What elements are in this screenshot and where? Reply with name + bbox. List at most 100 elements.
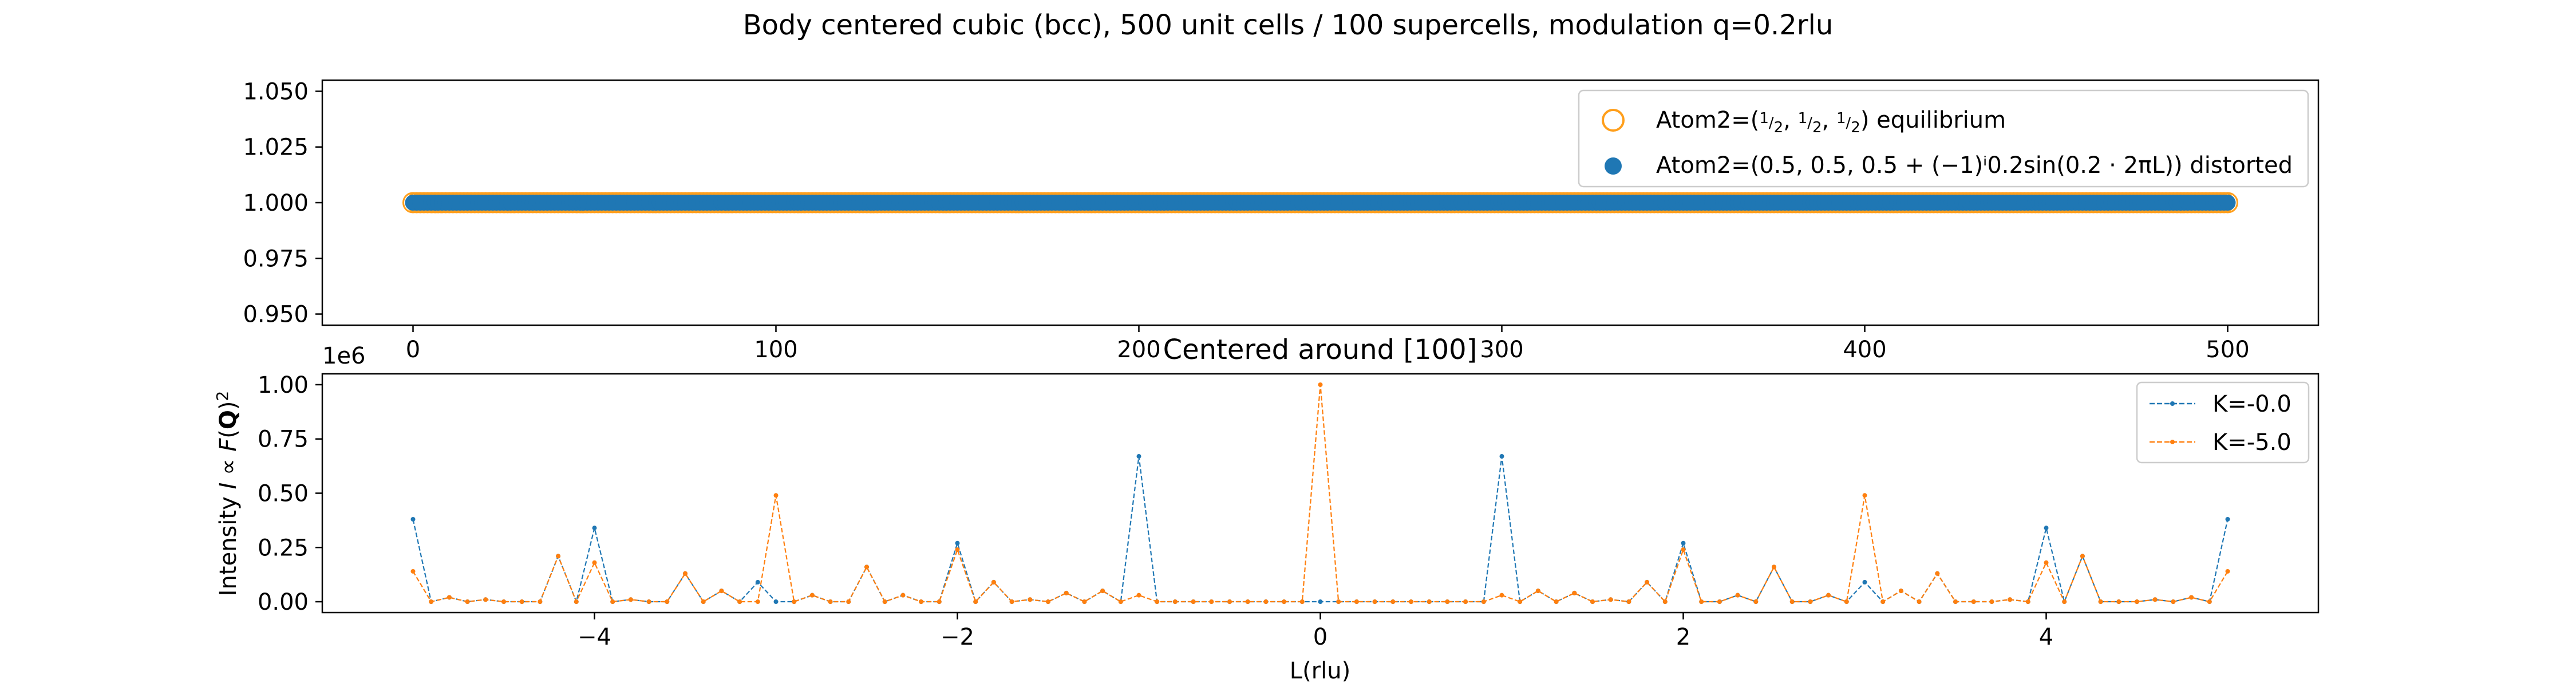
top-x-tick-label: 300	[1480, 337, 1523, 363]
series-point-k5	[1808, 599, 1813, 605]
legend-label-equilibrium: Atom2=(1/2, 1/2, 1/2) equilibrium	[1656, 107, 2006, 136]
series-point-k5	[2044, 560, 2049, 565]
series-point-k5	[1245, 599, 1250, 605]
series-point-k5	[429, 599, 434, 605]
series-point-k5	[501, 599, 506, 605]
series-point-k0	[1681, 540, 1686, 546]
series-point-k5	[1427, 599, 1432, 605]
series-point-k5	[556, 554, 561, 559]
series-point-k5	[1699, 599, 1704, 605]
series-point-k5	[1372, 599, 1377, 605]
series-point-k5	[2062, 599, 2067, 605]
top-panel-frame	[321, 79, 2320, 326]
series-point-k5	[1753, 599, 1759, 605]
series-point-k5	[1554, 599, 1559, 605]
y-axis-label: Intensity I ∝ F(Q)2	[213, 391, 242, 597]
top-y-tick-label: 0.950	[243, 302, 309, 328]
bottom-x-tick-label: 4	[2039, 624, 2053, 650]
series-point-k5	[2171, 599, 2176, 605]
series-point-k5	[1263, 599, 1269, 605]
series-point-k5	[410, 568, 416, 574]
series-point-k5	[1572, 590, 1577, 595]
series-point-k5	[2189, 595, 2194, 600]
bottom-legend: K=-0.0 K=-5.0	[2136, 381, 2310, 464]
series-point-k5	[1989, 599, 1994, 605]
series-point-k5	[2008, 597, 2013, 602]
series-point-k5	[792, 599, 797, 605]
series-point-k5	[1155, 599, 1160, 605]
series-point-k0	[773, 599, 779, 605]
series-point-k5	[1717, 599, 1722, 605]
series-point-k5	[465, 599, 470, 605]
series-point-k5	[2116, 599, 2121, 605]
series-point-k5	[991, 579, 996, 585]
series-point-k5	[755, 599, 760, 605]
series-point-k5	[610, 599, 615, 605]
series-point-k5	[864, 564, 869, 570]
bottom-line-panel: −4 −2 0 2 4 0.00 0.25 0.50 0.75 1.00 Centered aro…	[213, 334, 2320, 684]
series-point-k5	[828, 599, 833, 605]
series-point-k5	[1463, 599, 1468, 605]
legend-label-distorted: Atom2=(0.5, 0.5, 0.5 + (−1)ⁱ0.2sin(0.2 ·…	[1656, 152, 2293, 179]
series-point-k5	[1645, 579, 1650, 585]
legend-marker-k5	[2170, 440, 2175, 444]
series-point-k5	[1227, 599, 1232, 605]
series-point-k5	[1028, 597, 1033, 602]
series-point-k5	[1082, 599, 1087, 605]
series-point-k5	[882, 599, 887, 605]
series-point-k5	[1971, 599, 1976, 605]
top-panel-ticks: 0 100 200 300 400 500 0.950 0.975 1.000 1.025 1.05…	[243, 78, 2249, 363]
bottom-panel-series	[410, 382, 2230, 605]
top-y-tick-label: 0.975	[243, 246, 309, 272]
series-point-k5	[2135, 599, 2139, 605]
series-point-k5	[1118, 599, 1123, 605]
series-point-k5	[1136, 593, 1141, 598]
series-point-k5	[1390, 599, 1396, 605]
series-point-k0	[1318, 599, 1323, 605]
series-point-k5	[1009, 599, 1014, 605]
series-point-k5	[1499, 593, 1504, 598]
series-point-k0	[1499, 454, 1504, 459]
series-point-k5	[2025, 599, 2030, 605]
x-axis-label: L(rlu)	[1290, 658, 1350, 684]
series-point-k5	[1064, 590, 1069, 595]
series-point-k5	[646, 599, 651, 605]
series-point-k5	[2207, 599, 2212, 605]
top-y-tick-label: 1.050	[243, 78, 309, 105]
legend-marker-k0	[2170, 401, 2175, 406]
series-point-k5	[1354, 599, 1359, 605]
series-distorted	[405, 195, 2236, 211]
series-point-k5	[1826, 593, 1831, 598]
series-point-k5	[1917, 599, 1922, 605]
series-point-k0	[755, 579, 760, 585]
series-point-k0	[1862, 579, 1867, 585]
series-point-k5	[1172, 599, 1178, 605]
series-point-k5	[737, 599, 742, 605]
series-point-k5	[2225, 568, 2230, 574]
series-point-k5	[592, 560, 597, 565]
top-y-tick-label: 1.000	[243, 190, 309, 216]
series-point-k5	[919, 599, 924, 605]
top-legend-box	[1578, 89, 2309, 188]
bottom-x-tick-label: 2	[1676, 624, 1690, 650]
distorted-point	[2219, 195, 2236, 211]
series-point-k0	[1136, 454, 1141, 459]
bottom-x-tick-label: 0	[1313, 624, 1327, 650]
series-point-k5	[701, 599, 706, 605]
series-point-k5	[1626, 599, 1631, 605]
series-point-k0	[2225, 516, 2230, 522]
bottom-y-tick-label: 1.00	[258, 372, 309, 398]
series-point-k5	[1518, 599, 1523, 605]
series-point-k0	[410, 516, 416, 522]
top-y-tick-label: 1.025	[243, 135, 309, 161]
series-point-k5	[1299, 599, 1305, 605]
legend-marker-distorted	[1605, 157, 1622, 175]
series-point-k5	[1336, 599, 1341, 605]
top-x-tick-label: 200	[1117, 337, 1160, 363]
series-point-k5	[2080, 554, 2085, 559]
series-point-k5	[1282, 599, 1287, 605]
series-point-k5	[1735, 593, 1740, 598]
series-point-k5	[447, 595, 452, 600]
series-point-k5	[809, 593, 815, 598]
series-point-k5	[1318, 382, 1323, 387]
